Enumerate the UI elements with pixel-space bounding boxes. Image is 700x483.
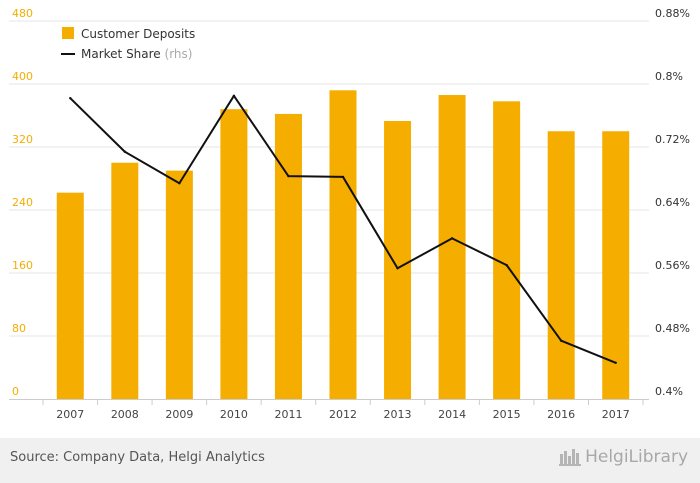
deposit-bar — [220, 109, 248, 399]
y-right-tick-label: 0.4% — [655, 385, 683, 398]
deposit-bar — [384, 121, 412, 399]
x-tick-label: 2011 — [274, 408, 302, 421]
y-right-tick-label: 0.64% — [655, 196, 690, 209]
legend-rhs-suffix: (rhs) — [165, 47, 193, 61]
x-tick-label: 2007 — [56, 408, 84, 421]
brand[interactable]: HelgiLibrary — [559, 447, 688, 467]
y-right-tick-label: 0.56% — [655, 259, 690, 272]
market-share-point — [505, 263, 508, 267]
y-left-tick-label: 400 — [12, 70, 33, 83]
x-tick-label: 2015 — [493, 408, 521, 421]
deposit-bars — [56, 90, 630, 400]
market-share-point — [396, 267, 399, 270]
deposit-bar — [493, 101, 521, 399]
source-note: Source: Company Data, Helgi Analytics — [10, 450, 265, 465]
market-share-point — [123, 150, 127, 153]
x-tick-label: 2017 — [602, 408, 630, 421]
deposit-bar — [165, 170, 193, 399]
deposit-bar — [329, 90, 357, 400]
deposit-bar — [438, 95, 466, 400]
brand-name: HelgiLibrary — [585, 447, 688, 467]
market-share-point — [614, 361, 617, 364]
y-right-tick-label: 0.8% — [655, 70, 683, 83]
market-share-point — [69, 96, 72, 100]
x-tick-label: 2009 — [165, 408, 193, 421]
market-share-point — [450, 237, 454, 240]
x-tick-label: 2008 — [111, 408, 139, 421]
market-share-point — [559, 339, 563, 342]
x-tick-label: 2014 — [438, 408, 466, 421]
market-share-line — [69, 94, 617, 364]
x-tick-label: 2016 — [547, 408, 575, 421]
x-tick-label: 2010 — [220, 408, 248, 421]
y-left-tick-label: 0 — [12, 385, 19, 398]
y-left-tick-label: 80 — [12, 322, 26, 335]
y-left-tick-label: 160 — [12, 259, 33, 272]
deposit-bar — [56, 192, 84, 399]
axes: 0 0.4% 80 0.48% 160 0.56% 240 0.64% 320 0.72% 400 0… — [9, 7, 690, 421]
deposit-bar — [111, 162, 139, 399]
y-right-tick-label: 0.88% — [655, 7, 690, 20]
helgi-library-logo-icon — [559, 449, 582, 466]
market-share-point — [287, 174, 290, 178]
y-left-tick-label: 320 — [12, 133, 33, 146]
x-tick-label: 2013 — [384, 408, 412, 421]
market-share-point — [341, 175, 345, 179]
legend-label-customer-deposits: Customer Deposits — [81, 27, 195, 41]
x-tick-label: 2012 — [329, 408, 357, 421]
deposit-bar — [547, 131, 575, 399]
y-left-tick-label: 480 — [12, 7, 33, 20]
deposit-bar — [274, 113, 302, 400]
market-share-point — [178, 182, 181, 185]
y-right-tick-label: 0.48% — [655, 322, 690, 335]
y-left-tick-label: 240 — [12, 196, 33, 209]
market-share-point — [232, 94, 236, 98]
deposit-bar — [602, 131, 630, 399]
legend-swatch-customer-deposits — [62, 27, 74, 39]
legend: Customer Deposits Market Share (rhs) — [61, 27, 195, 61]
footer: Source: Company Data, Helgi Analytics He… — [0, 438, 700, 483]
y-right-tick-label: 0.72% — [655, 133, 690, 146]
legend-label-market-share: Market Share (rhs) — [81, 47, 192, 61]
